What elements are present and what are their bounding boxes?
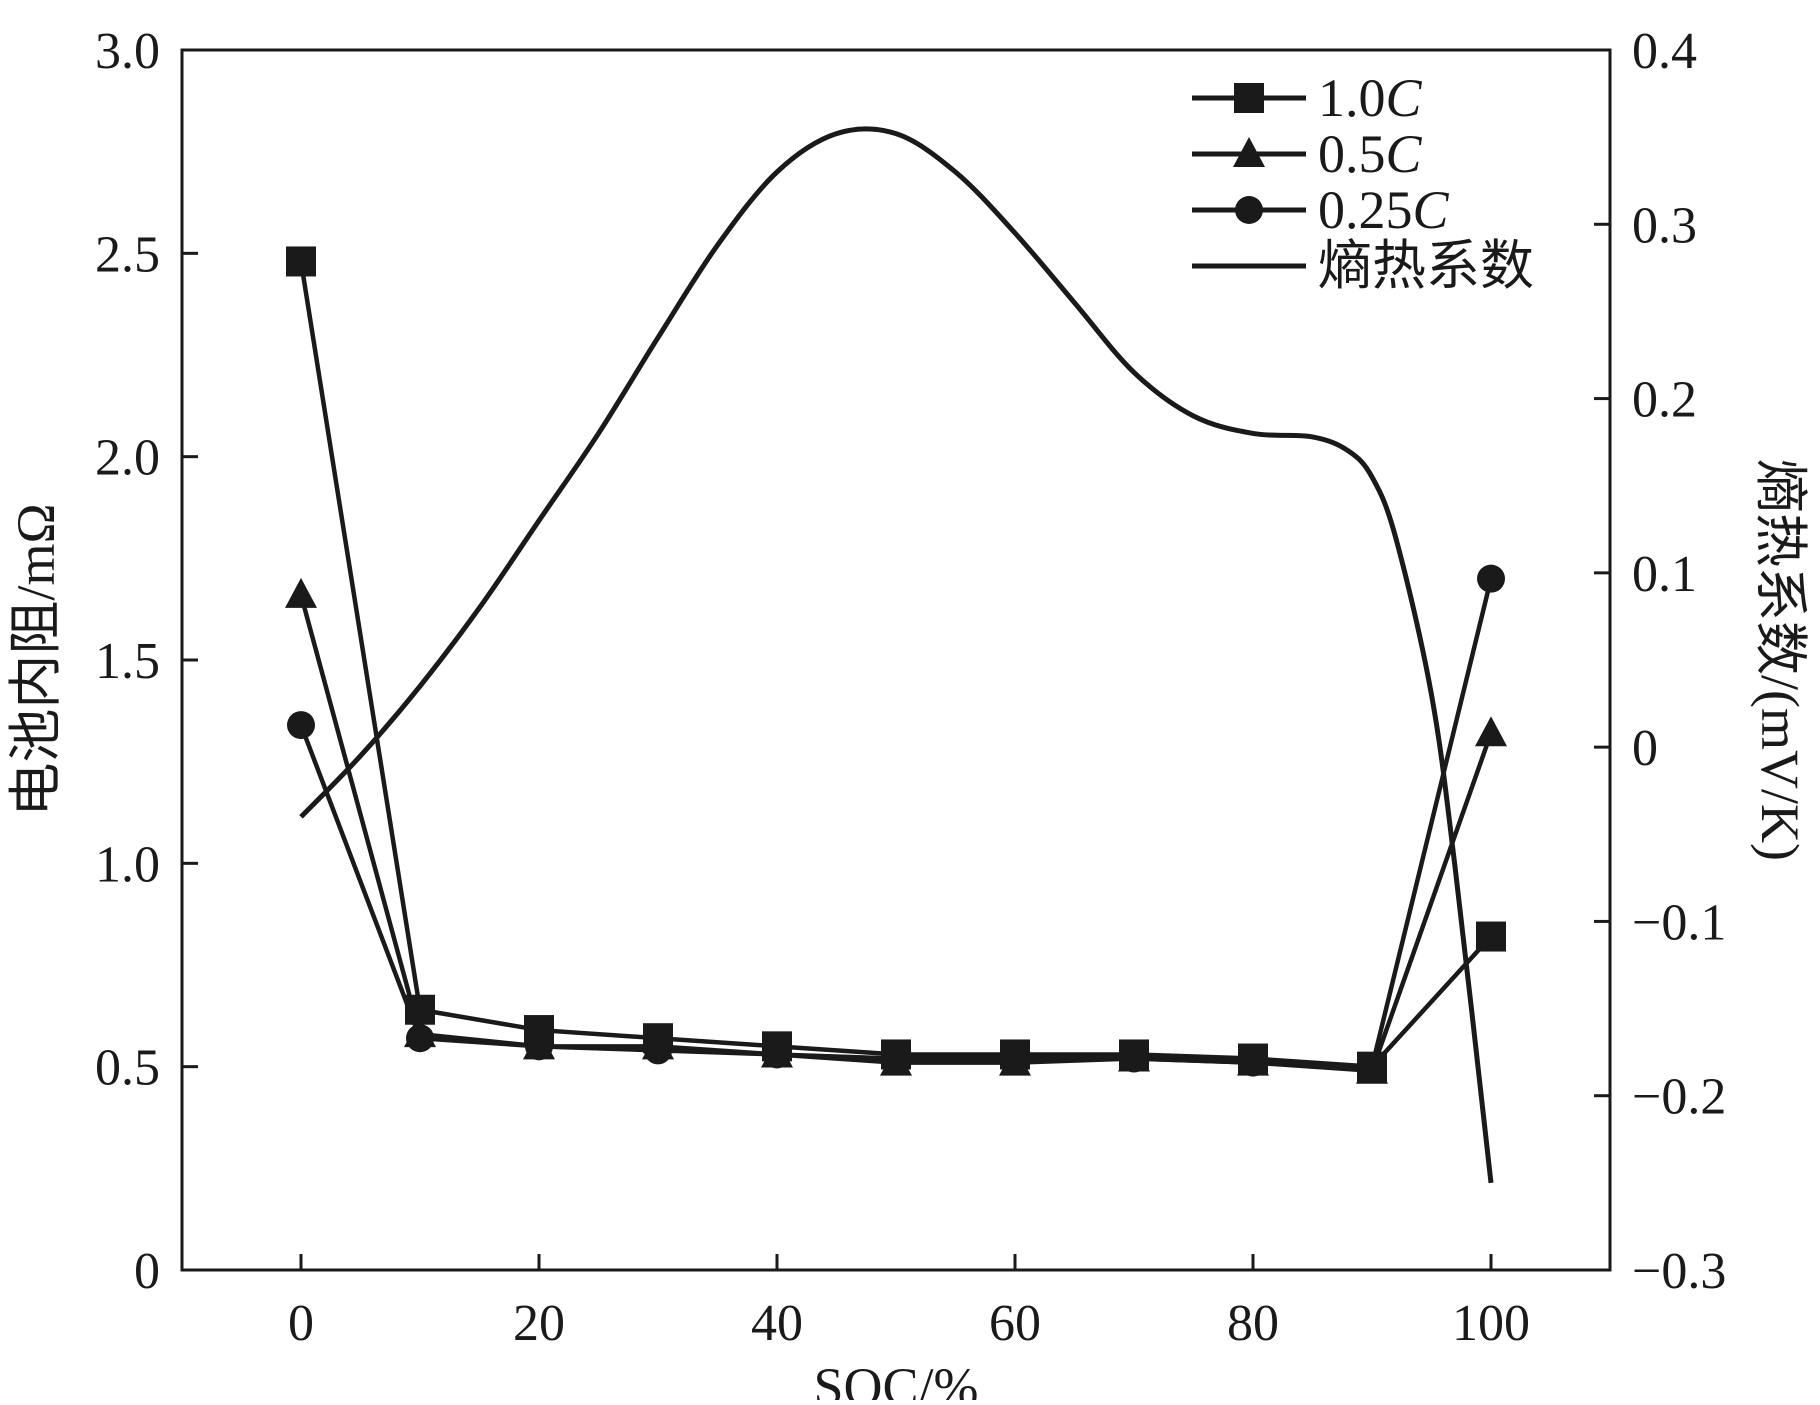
legend-label: 1.0C xyxy=(1318,68,1423,128)
series-line-entropy-coefficient xyxy=(299,126,1494,1184)
series-markers xyxy=(285,246,1507,1084)
legend-entry: 0.25C xyxy=(1192,180,1450,240)
data-point-rate-0_5C xyxy=(285,577,317,608)
legend-label-prefix: 1.0 xyxy=(1318,68,1386,128)
y-left-tick-label: 2.0 xyxy=(95,430,160,487)
y-right-tick-label: 0 xyxy=(1632,720,1658,777)
legend-label-prefix: 熵热系数 xyxy=(1318,236,1534,296)
x-axis: 0 20 40 60 80 100 xyxy=(288,1254,1530,1352)
legend-entry: 0.5C xyxy=(1192,124,1423,184)
legend-label: 0.5C xyxy=(1318,124,1423,184)
data-point-rate-0_25C xyxy=(406,1024,434,1053)
y-left-tick-label: 0.5 xyxy=(95,1040,160,1097)
data-point-rate-0_25C xyxy=(882,1044,910,1073)
y-axis-left: 0 0.5 1.0 1.5 2.0 2.5 3.0 xyxy=(95,23,198,1300)
legend-label-suffix: C xyxy=(1386,68,1423,128)
series-line-rate-0_25C xyxy=(298,578,1494,1069)
x-tick-label: 100 xyxy=(1452,1295,1530,1352)
y-right-tick-label: 0.1 xyxy=(1632,546,1697,603)
legend-label-prefix: 0.5 xyxy=(1318,124,1386,184)
legend-label-suffix: C xyxy=(1386,124,1423,184)
series-line-rate-0_5C xyxy=(298,594,1494,1073)
y-right-tick-label: 0.4 xyxy=(1632,23,1697,80)
legend-label-prefix: 0.25 xyxy=(1318,180,1413,240)
y-axis-right: −0.3 −0.2 −0.1 0 0.1 0.2 0.3 0.4 xyxy=(1594,23,1726,1300)
y-left-tick-label: 3.0 xyxy=(95,23,160,80)
data-point-rate-0_25C xyxy=(1477,564,1505,593)
legend-swatch-marker xyxy=(1235,196,1263,224)
y-axis-right-title: 熵热系数/(mV/K) xyxy=(1750,459,1810,861)
y-left-tick-label: 2.5 xyxy=(95,226,160,283)
y-axis-left-title: 电池内阻/mΩ xyxy=(6,503,66,816)
x-tick-label: 40 xyxy=(751,1295,803,1352)
data-point-rate-0_25C xyxy=(287,711,315,740)
y-right-tick-label: −0.2 xyxy=(1632,1069,1726,1126)
series-line-rate-1_0C xyxy=(298,261,1493,1069)
data-point-rate-0_5C xyxy=(1475,716,1507,747)
legend-label: 熵热系数 xyxy=(1318,236,1534,296)
y-left-tick-label: 1.0 xyxy=(95,836,160,893)
data-point-rate-0_25C xyxy=(525,1032,553,1061)
legend-swatch-marker xyxy=(1234,83,1264,113)
data-point-rate-0_25C xyxy=(1239,1048,1267,1077)
legend-label-suffix: C xyxy=(1413,180,1450,240)
legend-swatch-marker xyxy=(1233,137,1265,167)
x-tick-label: 20 xyxy=(513,1295,565,1352)
data-point-rate-1_0C xyxy=(286,246,316,277)
data-point-rate-0_25C xyxy=(644,1036,672,1065)
y-left-tick-label: 0 xyxy=(134,1243,160,1300)
x-axis-title: SOC/% xyxy=(813,1357,978,1400)
data-point-rate-0_25C xyxy=(1358,1052,1386,1081)
y-right-tick-label: 0.3 xyxy=(1632,197,1697,254)
y-right-tick-label: −0.1 xyxy=(1632,894,1726,951)
y-right-tick-label: 0.2 xyxy=(1632,372,1697,429)
y-left-tick-label: 1.5 xyxy=(95,633,160,690)
x-tick-label: 80 xyxy=(1227,1295,1279,1352)
data-point-rate-0_25C xyxy=(1001,1044,1029,1073)
x-tick-label: 0 xyxy=(288,1295,314,1352)
x-tick-label: 60 xyxy=(989,1295,1041,1352)
legend-entry: 熵热系数 xyxy=(1192,236,1534,296)
data-point-rate-0_25C xyxy=(1120,1044,1148,1073)
data-point-rate-1_0C xyxy=(1476,921,1506,952)
y-right-tick-label: −0.3 xyxy=(1632,1243,1726,1300)
legend-entry: 1.0C xyxy=(1192,68,1423,128)
legend-label: 0.25C xyxy=(1318,180,1450,240)
data-point-rate-0_25C xyxy=(763,1040,791,1069)
series-lines xyxy=(298,126,1494,1184)
